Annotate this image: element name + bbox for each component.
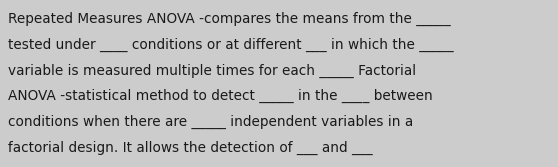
- Text: tested under ____ conditions or at different ___ in which the _____: tested under ____ conditions or at diffe…: [8, 38, 454, 52]
- Text: conditions when there are _____ independent variables in a: conditions when there are _____ independ…: [8, 115, 413, 129]
- Text: variable is measured multiple times for each _____ Factorial: variable is measured multiple times for …: [8, 63, 416, 78]
- Text: ANOVA -statistical method to detect _____ in the ____ between: ANOVA -statistical method to detect ____…: [8, 89, 433, 104]
- Text: factorial design. It allows the detection of ___ and ___: factorial design. It allows the detectio…: [8, 141, 373, 155]
- Text: Repeated Measures ANOVA -compares the means from the _____: Repeated Measures ANOVA -compares the me…: [8, 12, 451, 26]
